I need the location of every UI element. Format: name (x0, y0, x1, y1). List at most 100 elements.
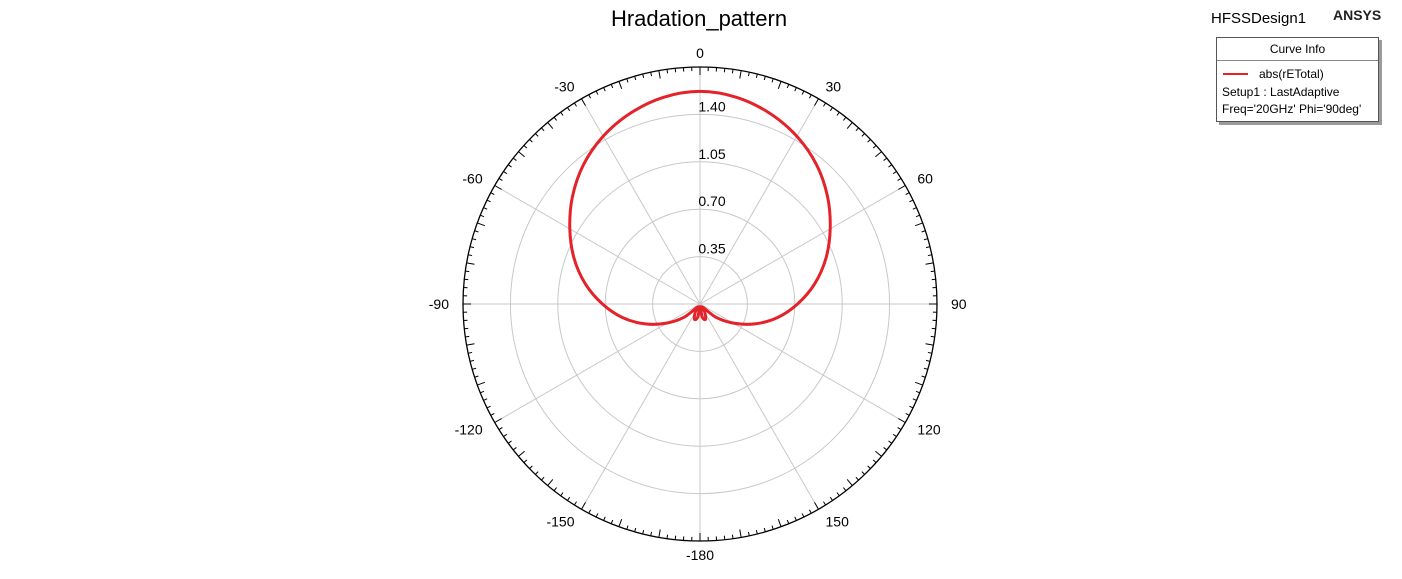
tick-mark (486, 405, 491, 409)
tick-mark (909, 199, 914, 203)
tick-mark (927, 254, 932, 257)
series-line-abs-retotal (568, 89, 832, 326)
tick-mark (771, 525, 774, 530)
tick-mark (553, 487, 557, 492)
angle-tick-label: -180 (686, 547, 714, 563)
brand-logo: ANSYS (1333, 7, 1382, 23)
tick-mark (867, 465, 871, 469)
tick-mark (610, 84, 614, 89)
spoke-line (699, 185, 906, 305)
radial-tick-label: 1.40 (698, 98, 725, 114)
tick-mark (755, 73, 758, 79)
tick-mark (846, 479, 853, 486)
tick-mark (658, 529, 661, 538)
tick-mark (472, 238, 477, 241)
tick-mark (930, 270, 935, 273)
tick-mark (801, 513, 805, 518)
tick-mark (836, 111, 840, 116)
tick-mark (618, 81, 623, 89)
tick-mark (588, 94, 592, 99)
tick-mark (823, 102, 827, 107)
tick-mark (666, 69, 669, 74)
tick-mark (897, 177, 902, 181)
tick-mark (808, 94, 812, 99)
legend-trace-label: abs(rETotal) (1259, 67, 1324, 81)
angle-tick-label: 90 (951, 296, 967, 312)
tick-mark (747, 72, 750, 77)
angle-tick-label: 120 (917, 422, 941, 438)
tick-mark (814, 98, 819, 106)
design-name: HFSSDesign1 (1211, 10, 1307, 27)
legend-params-line: Freq='20GHz' Phi='90deg' (1222, 102, 1362, 116)
tick-mark (595, 90, 599, 95)
tick-mark (603, 87, 606, 92)
tick-mark (875, 151, 882, 158)
tick-mark (777, 81, 782, 89)
polar-grid (462, 66, 938, 542)
tick-mark (490, 412, 495, 416)
tick-mark (925, 246, 931, 249)
angle-tick-label: 150 (826, 513, 850, 529)
tick-mark (547, 479, 554, 486)
tick-mark (925, 359, 931, 362)
spoke-line (581, 98, 701, 305)
tick-mark (898, 418, 906, 423)
tick-mark (588, 509, 592, 514)
tick-mark (921, 375, 926, 378)
tick-mark (905, 192, 910, 196)
tick-mark (794, 87, 797, 92)
tick-mark (843, 116, 847, 121)
tick-mark (512, 447, 517, 451)
spoke-line (699, 98, 819, 305)
tick-mark (755, 529, 758, 535)
tick-mark (477, 222, 485, 227)
spoke-line (494, 185, 701, 305)
tick-mark (897, 427, 902, 431)
tick-mark (666, 534, 669, 539)
tick-mark (855, 127, 859, 132)
tick-mark (535, 471, 539, 475)
tick-mark (466, 343, 475, 346)
tick-mark (494, 418, 502, 423)
tick-mark (503, 433, 508, 437)
grid-circle (604, 208, 796, 400)
angle-tick-label: -60 (462, 171, 482, 187)
tick-mark (472, 367, 477, 370)
tick-mark (490, 192, 495, 196)
tick-mark (888, 164, 893, 168)
curve-info-legend[interactable]: Curve Info abs(rETotal) Setup1 : LastAda… (1216, 37, 1379, 122)
tick-mark (483, 398, 488, 401)
tick-mark (861, 471, 865, 475)
tick-mark (872, 459, 877, 463)
radial-tick-label: 0.35 (698, 241, 725, 257)
tick-mark (771, 78, 774, 83)
tick-mark (927, 351, 932, 354)
tick-mark (823, 501, 827, 506)
tick-mark (560, 492, 564, 497)
tick-mark (658, 70, 661, 79)
tick-mark (915, 390, 920, 394)
angle-tick-label: -120 (455, 422, 483, 438)
tick-mark (883, 447, 888, 451)
tick-mark (829, 496, 833, 501)
tick-mark (618, 519, 623, 527)
tick-mark (747, 531, 750, 536)
tick-mark (512, 157, 517, 161)
spoke-line (699, 303, 819, 510)
tick-mark (603, 516, 606, 521)
angle-tick-label: -90 (429, 296, 449, 312)
tick-mark (474, 230, 479, 233)
tick-mark (892, 171, 897, 175)
tick-mark (518, 450, 525, 457)
tick-mark (892, 433, 897, 437)
angle-tick-label: 60 (917, 171, 933, 187)
tick-mark (626, 78, 629, 83)
tick-mark (867, 139, 871, 143)
tick-mark (794, 516, 797, 521)
tick-mark (905, 412, 910, 416)
tick-mark (642, 73, 645, 79)
tick-mark (483, 207, 488, 210)
tick-mark (503, 171, 508, 175)
tick-mark (925, 262, 934, 265)
